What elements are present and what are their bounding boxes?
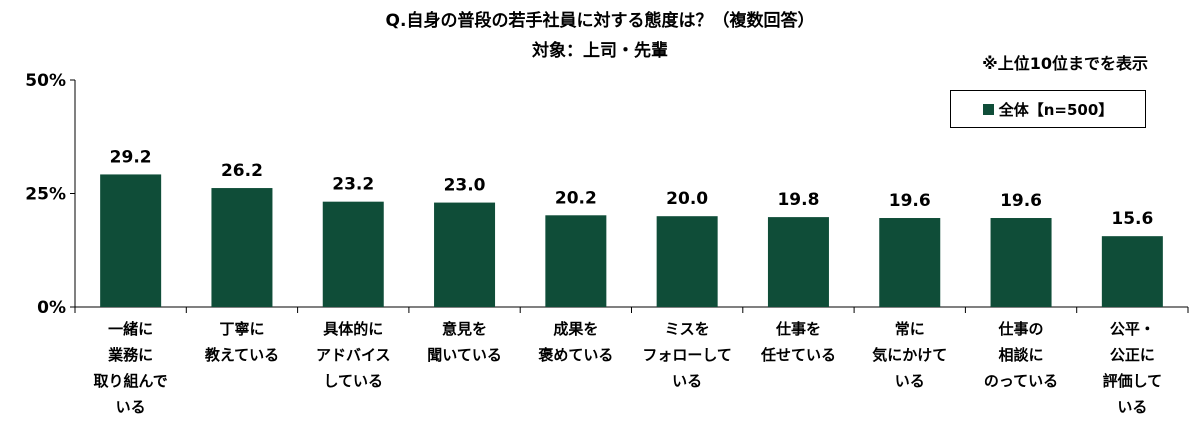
- bar-value-label: 15.6: [1111, 209, 1153, 229]
- bar-value-label: 19.6: [889, 191, 931, 211]
- category-label: 評価して: [1103, 372, 1163, 390]
- category-label: 任せている: [760, 346, 836, 364]
- bar: [211, 188, 273, 307]
- category-label: 成果を: [553, 320, 598, 338]
- bar-value-label: 20.2: [555, 188, 597, 208]
- category-label: 仕事を: [775, 320, 821, 338]
- bar-value-label: 29.2: [110, 147, 152, 167]
- category-label: 仕事の: [998, 320, 1044, 338]
- category-label: いる: [1117, 398, 1147, 416]
- y-tick-label: 0%: [37, 298, 66, 318]
- category-label: 具体的に: [323, 320, 383, 338]
- bar-value-label: 20.0: [666, 189, 708, 209]
- category-label: のっている: [984, 372, 1058, 390]
- bar: [990, 218, 1052, 307]
- bar-value-label: 23.0: [444, 176, 486, 196]
- bar-value-label: 26.2: [221, 161, 263, 181]
- category-label: 常に: [895, 320, 925, 338]
- bar: [322, 201, 384, 307]
- chart-subtitle: 対象：上司・先輩: [532, 41, 668, 61]
- category-label: 公正に: [1110, 346, 1155, 364]
- y-tick-label: 25%: [25, 185, 66, 205]
- category-label: いる: [116, 398, 146, 416]
- category-label: 意見を: [442, 320, 487, 338]
- chart-title: Q.自身の普段の若手社員に対する態度は？（複数回答）: [385, 11, 815, 31]
- category-label: 聞いている: [427, 346, 502, 364]
- category-label: アドバイス: [316, 346, 391, 364]
- top10-note: ※上位10位までを表示: [982, 54, 1148, 73]
- bar: [656, 216, 718, 307]
- bar: [100, 174, 162, 307]
- legend-label: 全体【n=500】: [998, 100, 1114, 119]
- bar: [879, 218, 941, 307]
- bar: [767, 217, 829, 307]
- category-label: フォローして: [642, 346, 732, 364]
- category-label: いる: [895, 372, 925, 390]
- bar: [545, 215, 607, 307]
- category-label: 業務に: [107, 346, 153, 364]
- legend-swatch: [982, 103, 994, 115]
- category-label: 教えている: [204, 346, 279, 364]
- category-label: 相談に: [999, 346, 1044, 364]
- category-label: 丁寧に: [219, 320, 264, 338]
- category-label: ミスを: [665, 320, 710, 338]
- y-tick-label: 50%: [25, 71, 66, 91]
- category-label: 取り組んで: [94, 372, 168, 390]
- category-label: している: [323, 372, 383, 390]
- category-label: 褒めている: [537, 346, 613, 364]
- bar-value-label: 19.8: [777, 190, 819, 210]
- category-label: 気にかけて: [872, 346, 947, 364]
- legend: 全体【n=500】: [950, 90, 1146, 128]
- category-label: いる: [672, 372, 702, 390]
- category-label: 一緒に: [108, 320, 153, 338]
- bar: [1101, 236, 1163, 307]
- category-label: 公平・: [1110, 320, 1155, 338]
- bar-value-label: 19.6: [1000, 191, 1042, 211]
- bar-value-label: 23.2: [332, 175, 374, 195]
- bar: [434, 202, 496, 307]
